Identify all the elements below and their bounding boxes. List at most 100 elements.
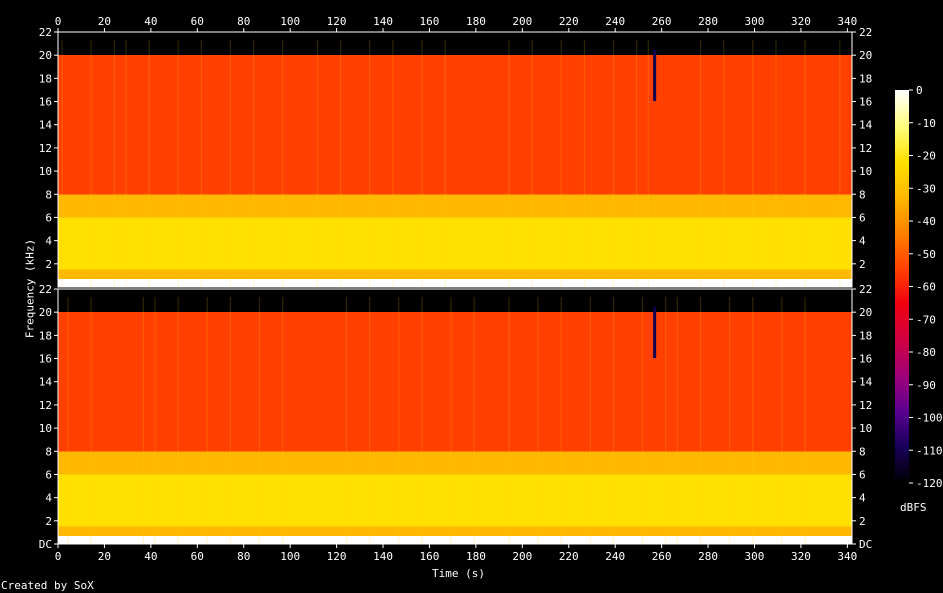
y-tick-label-right: 4 <box>859 492 866 505</box>
spectrum-fill <box>58 289 852 544</box>
y-tick-label-left: 18 <box>39 72 52 85</box>
colorbar-tick-label: -70 <box>916 313 936 326</box>
y-tick-label-right: 18 <box>859 72 872 85</box>
spectral-streak <box>450 297 452 544</box>
colorbar <box>895 90 909 483</box>
spectral-streak <box>282 297 284 544</box>
y-tick-label-right: 16 <box>859 96 872 109</box>
spectral-streak <box>508 40 510 287</box>
spectral-streak <box>531 40 533 287</box>
x-tick-label-top: 220 <box>559 15 579 28</box>
spectrum-fill <box>58 32 852 287</box>
y-tick-label-left: 10 <box>39 422 52 435</box>
x-tick-label-bottom: 340 <box>837 550 857 563</box>
spectral-streak <box>177 297 179 544</box>
spectral-streak <box>665 297 667 544</box>
spectral-streak <box>560 297 562 544</box>
y-tick-label-right: 14 <box>859 119 873 132</box>
y-tick-label-left: 20 <box>39 306 52 319</box>
spectral-streak <box>61 40 63 287</box>
y-tick-label-right: 14 <box>859 376 873 389</box>
spectral-streak <box>340 40 342 287</box>
x-tick-label-bottom: 60 <box>191 550 204 563</box>
colorbar-tick-label: -10 <box>916 117 936 130</box>
x-tick-label-bottom: 100 <box>280 550 300 563</box>
y-tick-label-left: 12 <box>39 142 52 155</box>
y-tick-label-left: 12 <box>39 399 52 412</box>
gap-marker <box>653 50 657 101</box>
colorbar-tick-label: -60 <box>916 281 936 294</box>
spectral-streak <box>125 40 127 287</box>
spectral-streak <box>177 40 179 287</box>
colorbar-tick-label: 0 <box>916 84 923 97</box>
x-tick-label-top: 280 <box>698 15 718 28</box>
y-tick-label-right: 2 <box>859 515 866 528</box>
x-tick-label-top: 0 <box>55 15 62 28</box>
spectral-streak <box>444 40 446 287</box>
spectral-streak <box>67 297 69 544</box>
x-tick-label-bottom: 120 <box>327 550 347 563</box>
spectral-streak <box>508 297 510 544</box>
x-tick-label-bottom: 280 <box>698 550 718 563</box>
x-tick-label-top: 160 <box>420 15 440 28</box>
spectral-streak <box>200 40 202 287</box>
spectral-streak <box>398 297 400 544</box>
y-tick-label-left: 4 <box>45 235 52 248</box>
spectral-streak <box>282 40 284 287</box>
y-tick-label-right: 2 <box>859 258 866 271</box>
colorbar-tick-label: -110 <box>916 444 943 457</box>
x-axis-label: Time (s) <box>432 567 485 580</box>
spectral-streak <box>636 40 638 287</box>
spectral-streak <box>90 40 92 287</box>
y-tick-label-right: 10 <box>859 165 872 178</box>
y-tick-label-left: 8 <box>45 445 52 458</box>
x-tick-label-bottom: 260 <box>652 550 672 563</box>
colorbar-tick-label: -20 <box>916 150 936 163</box>
x-tick-label-top: 260 <box>652 15 672 28</box>
y-tick-label-right: 22 <box>859 26 872 39</box>
y-tick-label-right: 18 <box>859 329 872 342</box>
spectral-streak <box>612 40 615 287</box>
y-tick-label-right: 8 <box>859 445 866 458</box>
gap-marker <box>653 307 657 358</box>
colorbar-tick-label: -80 <box>916 346 936 359</box>
spectral-streak <box>473 297 475 544</box>
spectral-streak <box>229 297 232 544</box>
x-tick-label-top: 180 <box>466 15 486 28</box>
spectral-streak <box>142 297 144 544</box>
x-tick-label-bottom: 40 <box>144 550 157 563</box>
x-tick-label-bottom: 320 <box>791 550 811 563</box>
y-tick-label-left: 22 <box>39 283 52 296</box>
y-tick-label-left: 14 <box>39 119 53 132</box>
x-tick-label-top: 200 <box>512 15 532 28</box>
spectral-streak <box>752 297 754 544</box>
y-tick-label-right: 12 <box>859 399 872 412</box>
spectral-streak <box>676 297 678 544</box>
y-tick-label-left: 8 <box>45 188 52 201</box>
colorbar-tick-label: -50 <box>916 248 936 261</box>
spectral-streak <box>345 297 348 544</box>
y-tick-label-right: 6 <box>859 468 866 481</box>
y-tick-label-left: 10 <box>39 165 52 178</box>
y-tick-label-left: 6 <box>45 211 52 224</box>
colorbar-tick-label: -120 <box>916 477 943 490</box>
spectral-streak <box>369 40 371 287</box>
spectral-streak <box>316 40 319 287</box>
spectral-streak <box>775 40 777 287</box>
spectral-streak <box>113 40 115 287</box>
spectral-streak <box>392 40 394 287</box>
y-tick-label-right: 4 <box>859 235 866 248</box>
spectral-streak <box>839 40 841 287</box>
spectral-streak <box>723 40 725 287</box>
y-tick-label-left: 2 <box>45 515 52 528</box>
x-tick-label-bottom: 140 <box>373 550 393 563</box>
spectral-streak <box>752 40 754 287</box>
y-tick-label-right: DC <box>859 538 872 551</box>
colorbar-tick-label: -100 <box>916 412 943 425</box>
y-tick-label-right: 12 <box>859 142 872 155</box>
y-tick-label-right: 20 <box>859 306 872 319</box>
spectral-streak <box>421 40 423 287</box>
spectral-streak <box>253 40 255 287</box>
x-tick-label-top: 20 <box>98 15 111 28</box>
